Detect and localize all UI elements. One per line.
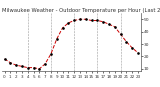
- Text: Milwaukee Weather - Outdoor Temperature per Hour (Last 24 Hours): Milwaukee Weather - Outdoor Temperature …: [2, 8, 160, 13]
